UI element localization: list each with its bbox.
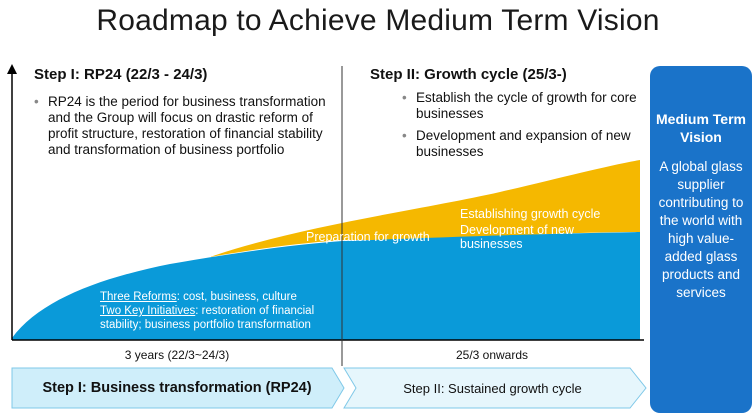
vision-body: A global glass supplier contributing to … bbox=[658, 159, 744, 300]
step2-heading: Step II: Growth cycle (25/3-) bbox=[370, 66, 567, 83]
base-area-blue bbox=[12, 232, 640, 340]
initiatives-line: Two Key Initiatives: restoration of fina… bbox=[100, 305, 315, 331]
establishing-label: Establishing growth cycle bbox=[460, 207, 601, 221]
bullet-icon: • bbox=[34, 94, 39, 109]
vision-box: Medium Term Vision A global glass suppli… bbox=[650, 66, 752, 413]
step2-chevron bbox=[343, 367, 647, 409]
step1-bar-label: Step I: Business transformation (RP24) bbox=[42, 380, 312, 396]
step2-bar-label: Step II: Sustained growth cycle bbox=[403, 380, 582, 396]
reforms-note: Three Reforms: cost, business, culture T… bbox=[100, 290, 340, 332]
list-item: • Development and expansion of new busine… bbox=[402, 128, 631, 159]
list-item: • Establish the cycle of growth for core … bbox=[402, 90, 637, 121]
step1-bullet-list: • RP24 is the period for business transfo… bbox=[34, 94, 334, 164]
bullet-icon: • bbox=[402, 128, 407, 143]
growth-area-gold bbox=[210, 160, 640, 257]
step1-chevron bbox=[11, 367, 345, 409]
reforms-line: Three Reforms: cost, business, culture bbox=[100, 291, 297, 303]
list-item: • RP24 is the period for business transfo… bbox=[34, 94, 326, 157]
development-label: Development of new businesses bbox=[460, 223, 574, 251]
y-axis-arrow bbox=[7, 64, 17, 74]
page-title: Roadmap to Achieve Medium Term Vision bbox=[96, 4, 660, 37]
step1-period: 3 years (22/3~24/3) bbox=[124, 348, 230, 362]
preparation-label: Preparation for growth bbox=[306, 230, 430, 244]
step2-period: 25/3 onwards bbox=[455, 348, 529, 362]
step2-bullet-list: • Establish the cycle of growth for core … bbox=[402, 90, 642, 166]
bullet-icon: • bbox=[402, 90, 407, 105]
vision-title: Medium Term Vision bbox=[656, 111, 746, 145]
step1-heading: Step I: RP24 (22/3 - 24/3) bbox=[34, 66, 208, 83]
